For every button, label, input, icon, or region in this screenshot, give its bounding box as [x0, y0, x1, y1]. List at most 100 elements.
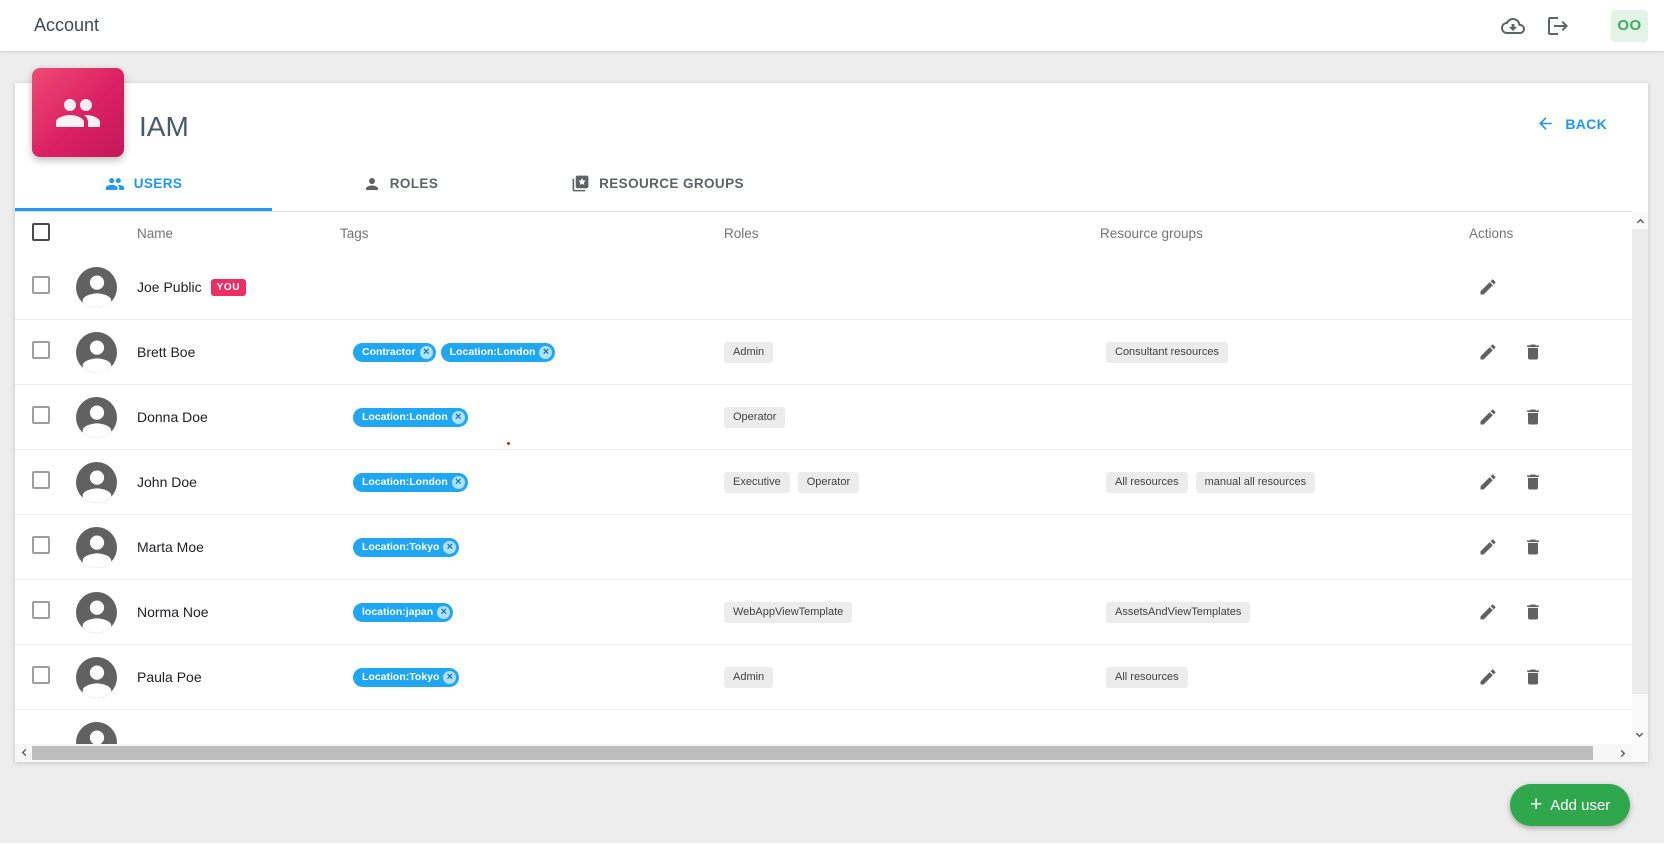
- edit-user-button[interactable]: [1478, 342, 1498, 362]
- tag-label: Location:London: [449, 346, 536, 358]
- tab-users[interactable]: USERS: [15, 159, 272, 208]
- user-name: Brett Boe: [137, 344, 196, 360]
- scroll-left-icon[interactable]: [16, 745, 32, 761]
- table-header: Name Tags Roles Resource groups Actions: [15, 211, 1632, 255]
- back-button[interactable]: BACK: [1536, 114, 1607, 133]
- role-chip: Operator: [797, 471, 860, 493]
- edit-user-button[interactable]: [1478, 602, 1498, 622]
- vertical-scrollbar-thumb[interactable]: [1632, 229, 1648, 694]
- remove-tag-icon[interactable]: ×: [443, 670, 457, 684]
- user-name: John Doe: [137, 474, 197, 490]
- row-checkbox[interactable]: [32, 470, 50, 489]
- add-user-button[interactable]: + Add user: [1510, 784, 1631, 826]
- horizontal-scrollbar[interactable]: [15, 744, 1632, 762]
- avatar: [76, 266, 117, 308]
- row-checkbox[interactable]: [32, 405, 50, 424]
- table-row: John Doe Location:London × Executive Operato…: [15, 450, 1632, 515]
- remove-tag-icon[interactable]: ×: [443, 540, 457, 554]
- row-checkbox[interactable]: [32, 340, 50, 359]
- avatar: [76, 461, 117, 503]
- delete-user-button[interactable]: [1523, 602, 1543, 622]
- table-row: Paula Poe Location:Tokyo × Admin All resourc…: [15, 645, 1632, 710]
- topbar-actions: OO: [1501, 0, 1648, 51]
- column-header-roles: Roles: [724, 226, 759, 241]
- panel-title: IAM: [139, 111, 189, 142]
- select-all-checkbox[interactable]: [32, 223, 50, 241]
- table-row: Marta Moe Location:Tokyo ×: [15, 515, 1632, 580]
- table-body: Joe Public YOU Brett Boe Contractor × Locatio…: [15, 255, 1632, 744]
- delete-user-button[interactable]: [1523, 407, 1543, 427]
- remove-tag-icon[interactable]: ×: [437, 605, 451, 619]
- row-checkbox[interactable]: [32, 665, 50, 684]
- tag-chip: Location:Tokyo ×: [353, 537, 460, 557]
- tag-label: location:japan: [362, 606, 434, 618]
- tab-label: USERS: [133, 176, 183, 191]
- vertical-scrollbar[interactable]: [1632, 212, 1648, 744]
- role-chip: Operator: [724, 406, 786, 428]
- remove-tag-icon[interactable]: ×: [451, 410, 465, 424]
- active-tab-indicator: [15, 208, 272, 211]
- avatar: [76, 656, 117, 698]
- you-badge: YOU: [210, 278, 247, 296]
- column-header-resource-groups: Resource groups: [1100, 226, 1203, 241]
- user-name: Joe Public: [137, 279, 202, 295]
- tag-chip: Location:London ×: [353, 472, 468, 492]
- tag-chip: Contractor ×: [353, 342, 436, 362]
- tab-resource-groups[interactable]: RESOURCE GROUPS: [529, 159, 786, 208]
- remove-tag-icon[interactable]: ×: [419, 345, 433, 359]
- tab-roles[interactable]: ROLES: [272, 159, 529, 208]
- row-checkbox[interactable]: [32, 600, 50, 619]
- edit-user-button[interactable]: [1478, 667, 1498, 687]
- column-header-name: Name: [137, 226, 174, 241]
- cloud-download-icon[interactable]: [1501, 14, 1525, 38]
- page-title: Account: [34, 15, 100, 35]
- tag-chip: location:japan ×: [353, 602, 454, 622]
- table-row-partial: [15, 710, 1632, 744]
- tag-label: Location:Tokyo: [362, 541, 440, 553]
- delete-user-button[interactable]: [1523, 472, 1543, 492]
- logout-icon[interactable]: [1546, 14, 1570, 38]
- role-chip: WebAppViewTemplate: [724, 601, 853, 623]
- edit-user-button[interactable]: [1478, 537, 1498, 557]
- role-chip: Admin: [724, 341, 774, 363]
- scroll-down-icon[interactable]: [1632, 727, 1648, 743]
- people-icon: [54, 89, 102, 137]
- remove-tag-icon[interactable]: ×: [451, 475, 465, 489]
- edit-user-button[interactable]: [1478, 277, 1498, 297]
- delete-user-button[interactable]: [1523, 667, 1543, 687]
- edit-user-button[interactable]: [1478, 407, 1498, 427]
- resource-group-chip: All resources: [1106, 666, 1188, 688]
- resource-group-chip: AssetsAndViewTemplates: [1106, 601, 1251, 623]
- account-badge[interactable]: OO: [1611, 9, 1648, 42]
- avatar: [76, 331, 117, 373]
- tag-label: Location:London: [362, 476, 448, 488]
- tab-label: ROLES: [389, 176, 439, 191]
- stray-red-dot: [507, 442, 510, 445]
- resource-group-chip: manual all resources: [1195, 471, 1316, 493]
- avatar: [76, 721, 117, 744]
- resource-groups-icon: [571, 174, 590, 193]
- tab-label: RESOURCE GROUPS: [599, 176, 744, 191]
- table-row: Joe Public YOU: [15, 255, 1632, 320]
- delete-user-button[interactable]: [1523, 342, 1543, 362]
- iam-app-icon: [32, 68, 124, 157]
- avatar: [76, 396, 117, 438]
- delete-user-button[interactable]: [1523, 537, 1543, 557]
- scroll-up-icon[interactable]: [1632, 213, 1648, 229]
- row-checkbox[interactable]: [32, 535, 50, 554]
- iam-panel: IAM BACK USERS ROLES RESOURCE GROUPS Nam…: [15, 68, 1648, 762]
- row-checkbox[interactable]: [32, 275, 50, 294]
- tag-chip: Location:Tokyo ×: [353, 667, 460, 687]
- table-row: Norma Noe location:japan × WebAppViewTempla…: [15, 580, 1632, 645]
- remove-tag-icon[interactable]: ×: [539, 345, 553, 359]
- scroll-right-icon[interactable]: [1615, 745, 1631, 761]
- resource-group-chip: All resources: [1106, 471, 1188, 493]
- bottom-strip: [0, 843, 1664, 867]
- horizontal-scrollbar-thumb[interactable]: [32, 746, 1593, 760]
- arrow-back-icon: [1536, 114, 1555, 133]
- column-header-actions: Actions: [1469, 226, 1514, 241]
- edit-user-button[interactable]: [1478, 472, 1498, 492]
- users-icon: [105, 174, 125, 194]
- tag-label: Contractor: [362, 346, 416, 358]
- back-label: BACK: [1565, 115, 1607, 132]
